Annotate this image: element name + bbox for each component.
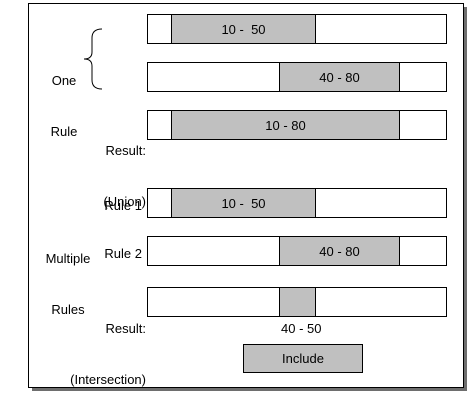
one-rule-label: One Rule: [44, 38, 84, 157]
one-rule-bar-2: 40 - 80: [147, 62, 447, 92]
rule2-bar: 40 - 80: [147, 236, 447, 266]
one-rule-label-line2: Rule: [50, 124, 78, 139]
rule2-label: Rule 2: [104, 246, 142, 261]
union-bar: 10 - 80: [147, 110, 447, 140]
rule1-range: 10 - 50: [171, 188, 316, 218]
one-rule-range-1: 10 - 50: [171, 14, 316, 44]
one-rule-bar-1: 10 - 50: [147, 14, 447, 44]
rule1-bar: 10 - 50: [147, 188, 447, 218]
intersection-label-line1: Result:: [105, 321, 146, 336]
frame-shadow-right: [463, 7, 467, 391]
union-range: 10 - 80: [171, 110, 400, 140]
union-label-line2: (Union): [103, 194, 146, 209]
brace-icon: [83, 28, 103, 90]
one-rule-label-line1: One: [51, 73, 77, 88]
intersection-label-line2: (Intersection): [70, 372, 146, 387]
frame-shadow-bottom: [32, 387, 467, 391]
intersection-label: Result: (Intersection): [60, 286, 146, 405]
rule2-range: 40 - 80: [279, 236, 400, 266]
one-rule-range-2: 40 - 80: [279, 62, 400, 92]
intersection-segment: [279, 287, 316, 317]
rule1-label: Rule 1: [104, 198, 142, 213]
include-button[interactable]: Include: [243, 344, 363, 373]
multiple-rules-label-line2: Rules: [51, 302, 85, 317]
intersection-bar: [147, 287, 447, 317]
multiple-rules-label: Multiple Rules: [40, 216, 96, 335]
multiple-rules-label-line1: Multiple: [45, 251, 91, 266]
union-label-line1: Result:: [105, 143, 146, 158]
intersection-range: 40 - 50: [281, 321, 322, 336]
union-label: Result: (Union): [70, 108, 146, 227]
